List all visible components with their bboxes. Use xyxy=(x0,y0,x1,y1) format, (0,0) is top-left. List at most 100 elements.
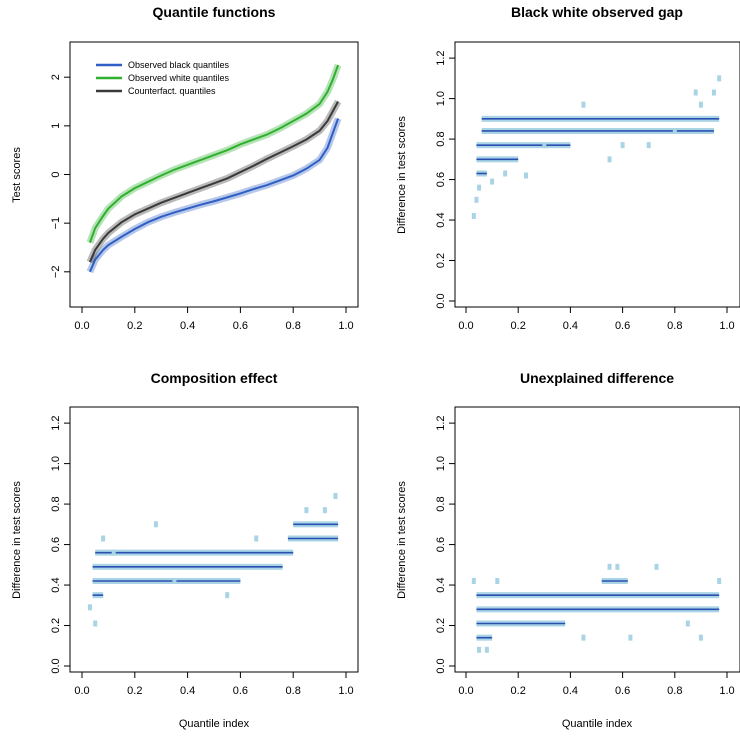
data-point xyxy=(581,101,586,108)
data-point xyxy=(717,577,722,584)
x-tick-label: 0.0 xyxy=(458,320,473,332)
data-point xyxy=(304,507,309,514)
data-point xyxy=(322,507,327,514)
x-axis-label: Quantile index xyxy=(562,718,633,730)
data-point xyxy=(654,563,659,570)
data-point xyxy=(698,634,703,641)
y-tick-label: 1.2 xyxy=(50,415,62,430)
panel-title: Quantile functions xyxy=(153,4,276,20)
legend-label-white: Observed white quantiles xyxy=(128,73,230,83)
panel-title: Unexplained difference xyxy=(520,370,674,386)
x-tick-label: 1.0 xyxy=(719,685,734,697)
data-point xyxy=(225,592,230,599)
x-tick-label: 0.2 xyxy=(127,685,142,697)
x-tick-label: 0.4 xyxy=(180,685,195,697)
x-tick-label: 0.0 xyxy=(74,685,89,697)
x-tick-label: 0.4 xyxy=(180,320,195,332)
x-axis-ticks: 0.0 0.2 0.4 0.6 0.8 1.0 xyxy=(74,672,354,697)
data-point xyxy=(471,212,476,219)
legend-label-counterfactual: Counterfact. quantiles xyxy=(128,86,216,96)
panel-title: Composition effect xyxy=(151,370,278,386)
x-tick-label: 0.6 xyxy=(233,320,248,332)
x-tick-label: 0.8 xyxy=(286,320,301,332)
plot-frame xyxy=(454,406,740,673)
data-point xyxy=(490,178,495,185)
composition-marks xyxy=(87,492,339,627)
x-tick-label: 0.2 xyxy=(511,685,526,697)
data-point xyxy=(93,620,98,627)
y-tick-label: 0.6 xyxy=(50,537,62,552)
data-point xyxy=(254,535,259,542)
x-tick-label: 1.0 xyxy=(338,685,353,697)
y-tick-label: 0.2 xyxy=(435,253,447,268)
x-tick-label: 0.6 xyxy=(233,685,248,697)
y-tick-label: 0.6 xyxy=(435,537,447,552)
data-point xyxy=(172,577,177,584)
plot-frame xyxy=(69,406,359,673)
x-tick-label: 0.8 xyxy=(667,320,682,332)
data-point xyxy=(153,521,158,528)
data-point xyxy=(524,172,529,179)
panel-unexplained-difference: Unexplained difference Difference in tes… xyxy=(396,370,740,730)
data-point xyxy=(698,101,703,108)
panel-quantile-functions: Quantile functions Test scores 0.0 0.2 0.4… xyxy=(11,4,359,332)
y-tick-label: 0.0 xyxy=(50,658,62,673)
y-tick-label: 1.0 xyxy=(435,91,447,106)
data-point xyxy=(333,492,338,499)
series-lines xyxy=(86,63,342,274)
y-tick-label: 0.2 xyxy=(50,618,62,633)
data-point xyxy=(607,563,612,570)
panel-composition-effect: Composition effect Difference in test sc… xyxy=(11,370,359,730)
x-tick-label: 0.0 xyxy=(458,685,473,697)
y-axis-label: Difference in test scores xyxy=(11,481,23,599)
data-point xyxy=(503,170,508,177)
unexplained-marks xyxy=(471,563,722,653)
series-line-counterfactual xyxy=(89,101,339,263)
x-tick-label: 0.6 xyxy=(615,685,630,697)
data-point xyxy=(471,577,476,584)
data-point xyxy=(542,142,547,149)
data-point xyxy=(717,75,722,82)
x-axis-ticks: 0.0 0.2 0.4 0.6 0.8 1.0 xyxy=(458,307,735,332)
data-point xyxy=(615,563,620,570)
y-tick-label: 0.8 xyxy=(50,496,62,511)
data-point xyxy=(628,634,633,641)
data-point xyxy=(101,535,106,542)
y-tick-label: 0.4 xyxy=(50,577,62,592)
y-axis-label: Difference in test scores xyxy=(396,481,408,599)
y-tick-label: 0.2 xyxy=(435,618,447,633)
data-point xyxy=(477,646,482,653)
y-tick-label: −2 xyxy=(50,266,62,279)
panel-black-white-gap: Black white observed gap Difference in t… xyxy=(396,4,740,332)
data-point xyxy=(495,577,500,584)
x-tick-label: 0.8 xyxy=(667,685,682,697)
data-point xyxy=(474,196,479,203)
x-tick-label: 0.2 xyxy=(127,320,142,332)
y-tick-label: 1.0 xyxy=(50,456,62,471)
data-point xyxy=(693,89,698,96)
series-band-counterfactual xyxy=(86,99,342,264)
data-point xyxy=(620,142,625,149)
y-tick-label: 0.6 xyxy=(435,172,447,187)
y-tick-label: 0.4 xyxy=(435,212,447,227)
data-point xyxy=(672,127,677,134)
y-axis-ticks: 0.0 0.2 0.4 0.6 0.8 1.0 1.2 xyxy=(435,415,455,674)
data-point xyxy=(711,89,716,96)
y-axis-ticks: −2 −1 0 1 2 xyxy=(50,74,70,278)
gap-marks xyxy=(471,75,722,219)
y-axis-ticks: 0.0 0.2 0.4 0.6 0.8 1.0 1.2 xyxy=(50,415,70,674)
x-tick-label: 1.0 xyxy=(719,320,734,332)
data-point xyxy=(581,634,586,641)
series-line-white xyxy=(88,64,340,243)
panel-title: Black white observed gap xyxy=(511,4,683,20)
data-point xyxy=(607,156,612,163)
x-tick-label: 0.6 xyxy=(615,320,630,332)
data-point xyxy=(484,646,489,653)
y-tick-label: 2 xyxy=(50,74,62,80)
y-tick-label: 0.0 xyxy=(435,658,447,673)
y-tick-label: −1 xyxy=(50,217,62,230)
x-axis-ticks: 0.0 0.2 0.4 0.6 0.8 1.0 xyxy=(74,307,354,332)
x-tick-label: 0.8 xyxy=(286,685,301,697)
y-tick-label: 1.0 xyxy=(435,456,447,471)
